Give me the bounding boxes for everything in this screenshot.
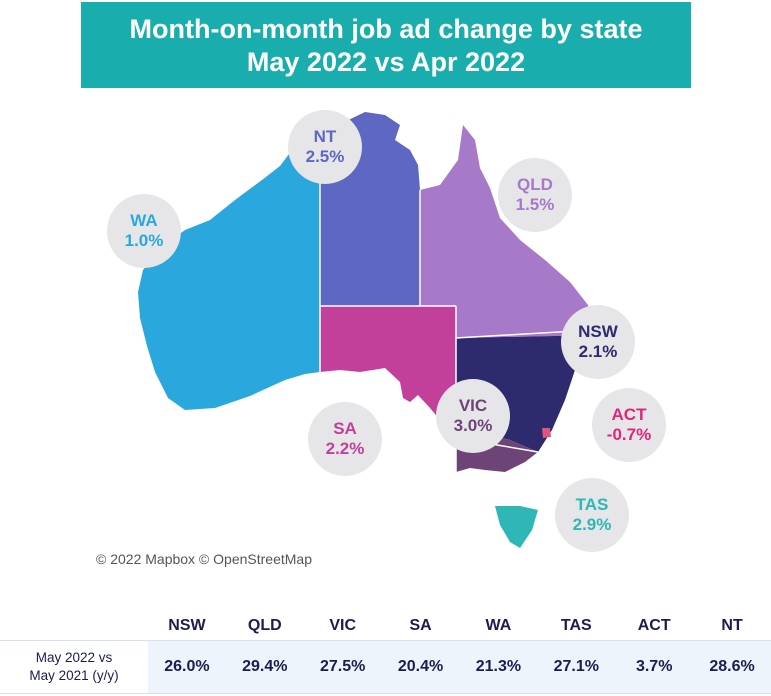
table-cell-tas: 27.1% xyxy=(537,640,616,694)
map-attribution: © 2022 Mapbox © OpenStreetMap xyxy=(96,551,312,567)
bubble-wa: WA 1.0% xyxy=(107,194,181,268)
bubble-qld: QLD 1.5% xyxy=(498,158,572,232)
bubble-wa-change: 1.0% xyxy=(124,231,164,250)
bubble-nt-name: NT xyxy=(313,127,337,146)
table-cell-nt: 28.6% xyxy=(693,640,771,694)
region-sa xyxy=(320,306,456,438)
table-cell-nsw: 26.0% xyxy=(148,640,226,694)
bubble-tas-change: 2.9% xyxy=(572,515,612,534)
table-header-nt: NT xyxy=(721,617,743,634)
table-cell-sa: 20.4% xyxy=(381,640,460,694)
bubble-wa-name: WA xyxy=(130,211,158,230)
table-header-tas: TAS xyxy=(560,617,592,634)
region-qld xyxy=(420,125,592,338)
table-cell-act: 3.7% xyxy=(615,640,694,694)
bubble-qld-name: QLD xyxy=(517,175,553,194)
title-line-1: Month-on-month job ad change by state xyxy=(129,14,643,44)
bubble-vic-name: VIC xyxy=(458,396,488,415)
table-cell-qld: 29.4% xyxy=(225,640,304,694)
bubble-tas-name: TAS xyxy=(575,495,609,514)
bubble-nt: NT 2.5% xyxy=(288,110,362,184)
bubble-nsw-change: 2.1% xyxy=(578,342,618,361)
table-row: May 2022 vs May 2021 (y/y) 26.0% 29.4% 2… xyxy=(0,640,771,694)
bubble-nt-change: 2.5% xyxy=(305,147,345,166)
bubble-sa: SA 2.2% xyxy=(308,402,382,476)
bubble-act-name: ACT xyxy=(611,405,647,424)
table-cell-vic: 27.5% xyxy=(303,640,382,694)
yoy-table: NSW QLD VIC SA WA TAS ACT NT May 2022 vs… xyxy=(0,612,771,694)
bubble-vic-change: 3.0% xyxy=(453,416,493,435)
bubble-sa-name: SA xyxy=(333,419,357,438)
row-label-line-1: May 2022 vs xyxy=(35,650,113,665)
table-row-label: May 2022 vs May 2021 (y/y) xyxy=(0,640,148,694)
table-header-empty xyxy=(0,612,148,641)
title-line-2: May 2022 vs Apr 2022 xyxy=(246,47,526,77)
bubble-nsw-name: NSW xyxy=(578,322,618,341)
bubble-act: ACT -0.7% xyxy=(592,388,666,462)
region-tas xyxy=(495,506,538,548)
table-header-nsw: NSW xyxy=(168,617,206,634)
bubble-tas: TAS 2.9% xyxy=(555,478,629,552)
australia-map xyxy=(138,112,593,548)
table-cell-wa: 21.3% xyxy=(459,640,538,694)
bubble-sa-change: 2.2% xyxy=(325,439,365,458)
table-header-wa: WA xyxy=(485,617,512,634)
title-banner: Month-on-month job ad change by state Ma… xyxy=(81,2,691,88)
row-label-line-2: May 2021 (y/y) xyxy=(29,668,119,683)
table-header-row: NSW QLD VIC SA WA TAS ACT NT xyxy=(0,612,771,641)
table-header-qld: QLD xyxy=(247,617,282,634)
region-act xyxy=(542,428,551,438)
bubble-nsw: NSW 2.1% xyxy=(561,305,635,379)
table-header-act: ACT xyxy=(637,617,671,634)
region-wa xyxy=(138,140,320,410)
table-header-vic: VIC xyxy=(329,617,357,634)
table-header-sa: SA xyxy=(409,617,432,634)
bubble-qld-change: 1.5% xyxy=(515,195,555,214)
bubble-vic: VIC 3.0% xyxy=(436,379,510,453)
bubble-act-change: -0.7% xyxy=(606,425,652,444)
